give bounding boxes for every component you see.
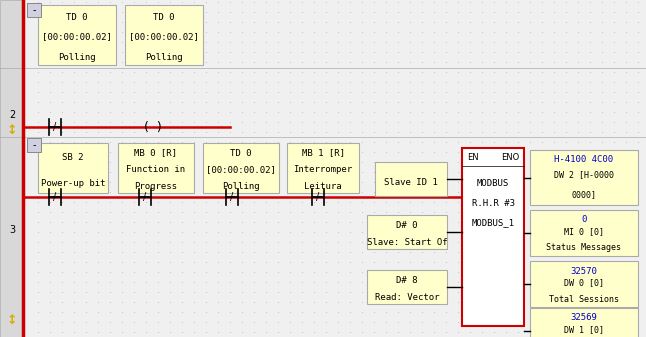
Text: TD 0: TD 0	[153, 12, 175, 22]
Text: [00:00:00.02]: [00:00:00.02]	[42, 32, 112, 41]
Text: Slave: Start Of: Slave: Start Of	[367, 238, 447, 247]
Bar	[530, 150, 638, 205]
Text: 32569: 32569	[570, 313, 598, 323]
Text: SB 2: SB 2	[62, 153, 84, 162]
Text: Function in: Function in	[127, 165, 185, 174]
Bar	[125, 5, 203, 65]
Bar	[27, 138, 41, 152]
Text: /: /	[54, 122, 57, 132]
Text: /: /	[317, 192, 320, 202]
Text: D# 0: D# 0	[396, 221, 418, 230]
Text: Polling: Polling	[58, 53, 96, 61]
Text: Slave ID 1: Slave ID 1	[384, 178, 438, 187]
Text: EN: EN	[467, 153, 479, 162]
Bar	[367, 270, 447, 304]
Text: ↕: ↕	[6, 123, 17, 136]
Bar	[38, 143, 108, 193]
Bar	[38, 5, 116, 65]
Bar	[530, 210, 638, 256]
Bar	[530, 261, 638, 307]
Text: ↕: ↕	[6, 313, 17, 327]
Text: /: /	[54, 192, 57, 202]
Bar	[530, 308, 638, 337]
Bar	[27, 3, 41, 17]
Bar	[375, 162, 447, 196]
Text: 32570: 32570	[570, 267, 598, 276]
Text: -: -	[32, 140, 36, 150]
Bar	[0, 0, 22, 337]
Text: Read: Vector: Read: Vector	[375, 293, 439, 302]
Text: Total Sessions: Total Sessions	[549, 295, 619, 304]
Text: 2: 2	[9, 110, 15, 120]
Text: (  ): ( )	[144, 121, 162, 133]
Text: Interromper: Interromper	[293, 165, 353, 174]
Text: Polling: Polling	[145, 53, 183, 61]
Text: 0: 0	[581, 215, 587, 224]
Text: 3: 3	[9, 225, 15, 235]
Bar	[287, 143, 359, 193]
Text: Progress: Progress	[134, 182, 178, 191]
Text: DW 0 [0]: DW 0 [0]	[564, 278, 604, 287]
Text: /: /	[143, 192, 147, 202]
Text: MB 1 [R]: MB 1 [R]	[302, 149, 344, 157]
Text: [00:00:00.02]: [00:00:00.02]	[129, 32, 199, 41]
Text: Polling: Polling	[222, 182, 260, 191]
Text: MODBUS_1: MODBUS_1	[472, 218, 514, 227]
Text: H-4100 4C00: H-4100 4C00	[554, 155, 614, 164]
Text: MB 0 [R]: MB 0 [R]	[134, 149, 178, 157]
Text: TD 0: TD 0	[67, 12, 88, 22]
Text: ENO: ENO	[501, 153, 519, 162]
Bar	[118, 143, 194, 193]
Text: TD 0: TD 0	[230, 149, 252, 157]
Text: R.H.R #3: R.H.R #3	[472, 198, 514, 208]
Bar	[367, 215, 447, 249]
Text: DW 2 [H-0000: DW 2 [H-0000	[554, 170, 614, 179]
Text: Status Messages: Status Messages	[547, 244, 621, 252]
Bar	[462, 148, 524, 326]
Text: DW 1 [0]: DW 1 [0]	[564, 326, 604, 335]
Text: Leitura: Leitura	[304, 182, 342, 191]
Text: MODBUS: MODBUS	[477, 179, 509, 187]
Text: MI 0 [0]: MI 0 [0]	[564, 227, 604, 237]
Text: -: -	[32, 5, 36, 15]
Text: 0000]: 0000]	[572, 190, 596, 199]
Text: D# 8: D# 8	[396, 276, 418, 285]
Text: [00:00:00.02]: [00:00:00.02]	[206, 165, 276, 174]
Text: /: /	[231, 192, 234, 202]
Bar	[203, 143, 279, 193]
Text: Power-up bit: Power-up bit	[41, 179, 105, 187]
